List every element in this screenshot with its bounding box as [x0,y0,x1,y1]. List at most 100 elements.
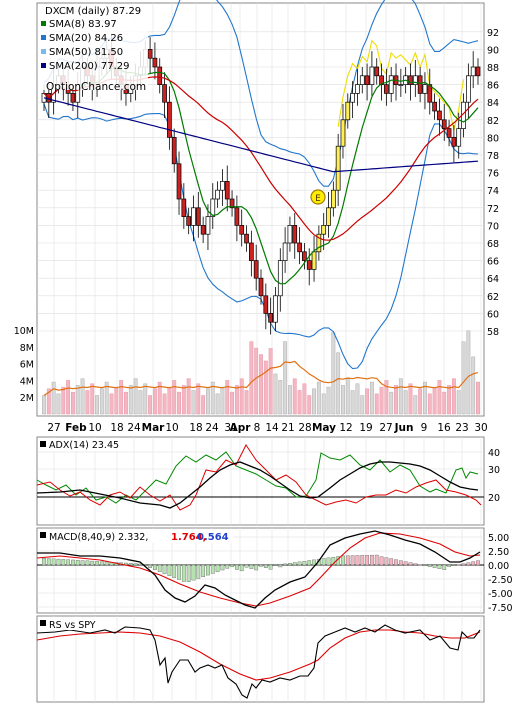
volume-bar [360,395,365,415]
candle-body [302,251,307,261]
x-tick-label: Feb [65,422,87,434]
macd-histogram-bar [451,564,456,567]
macd-histogram-bar [186,564,191,582]
macd-line [37,530,481,609]
volume-bar [254,347,259,415]
price-tick-label: 68 [487,239,499,250]
candle-body [70,93,76,103]
volume-bar [427,393,432,415]
volume-bar [437,380,442,415]
rs-ma-line [36,629,481,681]
candle-body [253,260,259,279]
volume-bar [379,386,384,415]
volume-bar [418,388,423,415]
volume-bar [177,391,181,415]
x-tick-label: 12 [339,422,352,434]
volume-bar [99,388,104,415]
macd-tick-label: 0.00 [488,561,509,572]
volume-bar [456,390,461,415]
macd-histogram-bar [442,564,447,570]
candle-body [350,93,355,103]
volume-bar [316,381,321,415]
macd-histogram-bar [283,563,288,566]
macd-histogram-bar [225,564,230,569]
sma200-line [43,97,479,173]
x-tick-label: 24 [205,422,219,434]
volume-bar [143,383,148,415]
macd-histogram-bar [90,560,95,566]
macd-histogram-bar [423,564,427,567]
x-tick-label: 10 [88,422,101,434]
candle-body [282,242,288,261]
macd-histogram-bar [341,555,345,566]
volume-bar [451,378,456,415]
macd-legend-swatch [40,532,46,538]
volume-bar [345,378,350,415]
macd-histogram-bar [162,564,167,574]
macd-histogram-bar [181,564,186,582]
x-tick-label: Apr [230,422,252,434]
candle-body [398,84,404,86]
macd-histogram-bar [244,564,249,568]
volume-bar [215,393,220,415]
macd-histogram-bar [408,562,413,566]
rs-legend-swatch [40,620,46,626]
candle-body [355,84,360,94]
candle-body [374,66,380,77]
macd-histogram-bar [56,558,61,566]
candle-body [340,119,346,147]
macd-histogram-bar [80,560,85,566]
macd-histogram-bar [365,555,369,566]
candle-body [195,207,201,226]
macd-histogram-bar [321,558,326,566]
candle-body [249,242,254,261]
macd-tick-label: 2.50 [488,547,509,558]
volume-bar [461,341,466,415]
macd-histogram-bar [191,564,196,581]
macd-histogram-bar [254,564,259,571]
macd-histogram-bar [345,555,350,566]
price-tick-label: 60 [487,309,499,320]
candle-body [273,295,278,323]
volume-bar [297,390,302,415]
macd-histogram-bar [398,560,403,566]
x-tick-label: May [312,422,336,434]
volume-bar [152,388,157,415]
volume-bar [167,386,172,415]
macd-panel: MACD(8,40,9) 2.332, 1.764, 0.564 5.00 2.5… [36,527,513,614]
macd-histogram-bar [51,558,56,566]
adx-line [36,461,479,509]
candle-body [345,101,351,121]
macd-histogram-bar [432,564,437,568]
earnings-marker: E [310,189,326,205]
adx-panel: ADX(14) 23.45 20 30 40 [36,436,500,526]
volume-bar [75,385,80,415]
volume-bar [51,381,56,415]
legend-swatch [41,63,46,68]
price-tick-label: 64 [487,274,499,285]
volume-bar [447,385,452,415]
candle-body [297,242,302,253]
candle-body [234,207,240,226]
macd-histogram-bar [312,559,316,566]
candle-body [306,260,312,270]
macd-histogram-bar [85,560,90,566]
macd-histogram-bar [350,555,355,566]
price-tick-label: 78 [487,151,499,162]
macd-histogram-bar [99,561,104,566]
rs-line [36,624,481,699]
volume-bar [220,386,225,415]
price-tick-label: 62 [487,292,499,303]
macd-histogram-bar [437,564,442,569]
candle-body [412,75,418,85]
legend-label: SMA(200) 77.29 [49,61,130,72]
volume-bar [413,395,418,415]
macd-label: MACD(8,40,9) 2.332, [49,532,148,543]
x-tick-label: 18 [189,422,202,434]
volume-average-line [43,360,479,396]
volume-bar [292,378,297,415]
volume-bar [365,388,370,415]
legend-swatch [41,49,46,54]
volume-bar [172,380,177,415]
macd-histogram-bar [95,561,99,566]
